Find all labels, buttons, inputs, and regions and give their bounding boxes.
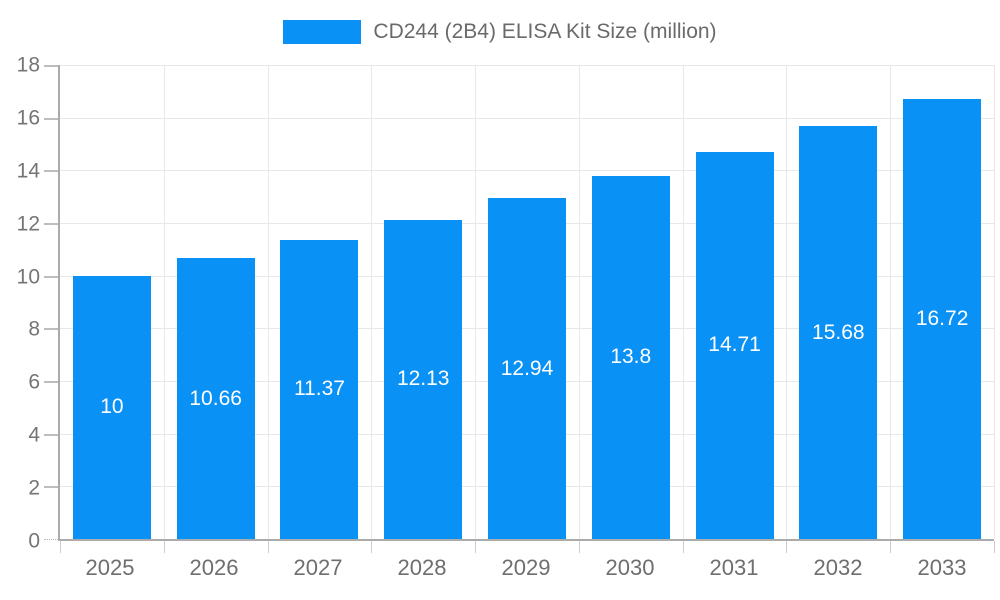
x-tick-label: 2031	[709, 555, 759, 580]
y-tick-label: 4	[28, 423, 40, 447]
y-tick-label: 14	[16, 159, 40, 183]
h-gridline	[60, 65, 994, 66]
bar-value-label: 15.68	[812, 320, 865, 344]
y-tick-label: 16	[16, 106, 40, 130]
bar-value-label: 14.71	[708, 333, 761, 357]
x-tick-label: 2026	[189, 555, 239, 580]
bar-2029[interactable]: 12.94	[488, 198, 566, 539]
x-tick-label: 2030	[605, 555, 655, 580]
y-axis-tick	[44, 170, 58, 173]
y-tick-label: 6	[28, 370, 40, 394]
x-axis-tick	[163, 541, 165, 553]
x-axis-tick	[578, 541, 580, 553]
y-tick-label: 10	[16, 265, 40, 289]
x-axis: 2025 2026 2027 2028 2029 2030 2031 2032 2033	[58, 555, 994, 586]
y-axis-tick	[44, 328, 58, 331]
bar-value-label: 10	[100, 395, 124, 419]
y-axis: 0 2 4 6 8 10 12 14 16 18	[0, 55, 40, 552]
y-tick-label: 0	[28, 529, 40, 553]
x-tick-label: 2025	[85, 555, 135, 580]
plot-area: 10 10.66 11.37 12.13 12.94 13.8 14.71 15.68 16.7…	[44, 65, 995, 553]
bar-2030[interactable]: 13.8	[591, 175, 670, 539]
v-gridline	[267, 65, 269, 539]
x-tick-label: 2032	[813, 555, 863, 580]
bar-value-label: 13.8	[610, 345, 652, 369]
v-gridline	[371, 65, 373, 539]
y-axis-tick	[44, 486, 58, 489]
y-tick-label: 8	[28, 317, 40, 341]
y-axis-tick	[44, 539, 58, 540]
x-axis-tick	[371, 541, 373, 553]
y-axis-tick	[44, 380, 58, 383]
y-tick-label: 2	[28, 476, 40, 500]
bar-value-label: 12.13	[396, 367, 450, 391]
bar-value-label: 10.66	[189, 386, 242, 410]
v-gridline	[475, 65, 477, 539]
bar-value-label: 16.72	[915, 306, 969, 330]
bar-2032[interactable]: 15.68	[799, 126, 878, 539]
y-axis-tick	[44, 275, 58, 278]
bar-value-label: 12.94	[500, 356, 554, 380]
y-axis-tick	[44, 65, 58, 67]
h-gridline	[60, 170, 994, 172]
v-gridline	[578, 65, 580, 539]
x-axis-tick	[890, 541, 892, 553]
x-tick-label: 2033	[917, 555, 967, 580]
bar-2031[interactable]: 14.71	[695, 151, 774, 539]
x-tick-label: 2028	[397, 555, 447, 580]
y-tick-label: 18	[16, 53, 40, 77]
bar-2033[interactable]: 16.72	[903, 98, 982, 539]
x-axis-tick	[786, 541, 788, 553]
bar-2028[interactable]: 12.13	[384, 219, 463, 539]
x-axis-tick	[267, 541, 269, 553]
x-axis-tick	[682, 541, 684, 553]
x-tick-label: 2029	[501, 555, 551, 580]
x-axis-tick	[475, 541, 477, 553]
y-axis-tick	[44, 117, 58, 120]
y-tick-label: 12	[16, 212, 40, 236]
legend-swatch-icon	[283, 20, 362, 44]
x-tick-label: 2027	[293, 555, 343, 580]
x-axis-tick	[60, 541, 61, 553]
v-gridline	[994, 65, 995, 539]
bar-2027[interactable]: 11.37	[280, 239, 359, 539]
x-axis-tick	[994, 541, 995, 553]
v-gridline	[682, 65, 684, 539]
v-gridline	[786, 65, 788, 539]
h-gridline	[60, 117, 994, 119]
v-gridline	[890, 65, 892, 539]
bar-value-label: 11.37	[293, 377, 345, 401]
legend-item[interactable]: CD244 (2B4) ELISA Kit Size (million)	[0, 20, 1000, 44]
v-gridline	[163, 65, 165, 539]
y-axis-tick	[44, 222, 58, 225]
y-axis-tick	[44, 433, 58, 436]
bar-2026[interactable]: 10.66	[176, 258, 255, 539]
legend-label: CD244 (2B4) ELISA Kit Size (million)	[373, 20, 717, 43]
bar-2025[interactable]: 10	[72, 275, 151, 539]
